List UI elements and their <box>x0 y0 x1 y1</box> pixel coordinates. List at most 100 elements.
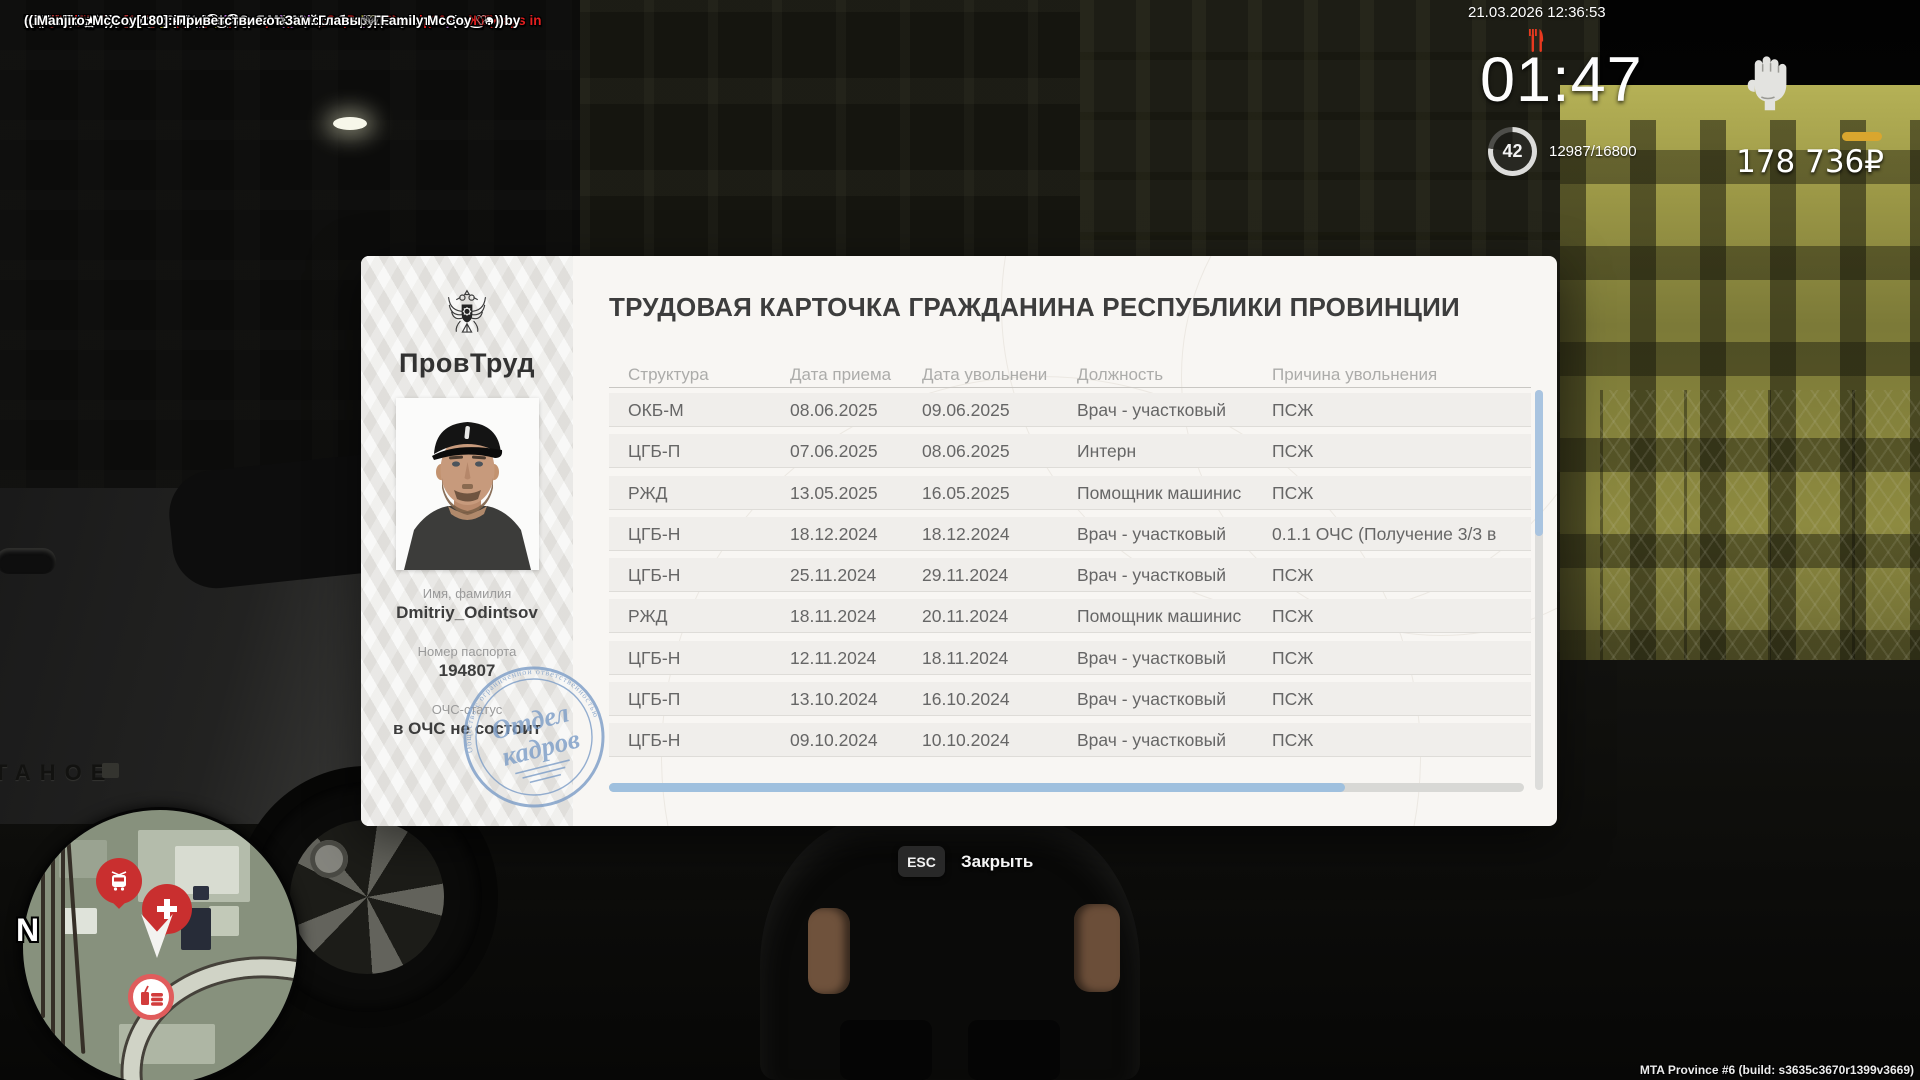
chat-text: противном случае будет открыт огонь! <box>24 13 288 28</box>
chat-text: Здравствуйте, меня зовут Манжиро МакКой,… <box>24 13 406 28</box>
car-hub-cap <box>310 840 348 878</box>
col-header-position: Должность <box>1077 365 1164 384</box>
col-header-fire-reason: Причина увольнения <box>1272 365 1438 384</box>
vertical-scrollbar-track[interactable] <box>1535 390 1543 790</box>
cell-fire-reason: ПСЖ <box>1272 730 1314 750</box>
chat-text: ЦГБ города Приволжск. <box>24 13 184 28</box>
double-headed-eagle-icon <box>444 288 490 344</box>
level-value: 42 <box>1502 141 1523 161</box>
cell-fire-reason: ПСЖ <box>1272 483 1314 503</box>
chat-text: Здравствуйте, меня зовут Манжиро МакКой,… <box>24 13 406 28</box>
table-header-divider <box>609 387 1531 388</box>
chat-text: Luciano_Jamerone[158] [Крикнул]: Я твой … <box>24 13 422 28</box>
name-label: Имя, фамилия <box>422 586 512 601</box>
level-progress-ring: 42 <box>1488 127 1537 176</box>
cell-fire-date: 09.06.2025 <box>922 400 1010 420</box>
hr-stamp: Общество с ограниченной ответственностью… <box>446 649 623 826</box>
money-value: 178 736₽ <box>1736 144 1884 180</box>
cell-position: Помощник машинис <box>1077 483 1242 503</box>
level-badge: 42 <box>1493 132 1532 171</box>
chat-player-name: Manjiro_McCoy[180]: <box>24 13 160 28</box>
horizontal-scrollbar-thumb[interactable] <box>609 783 1345 792</box>
chat-player-name: Manjiro_McCoy[180]: <box>24 13 160 28</box>
cell-fire-reason: ПСЖ <box>1272 689 1314 709</box>
col-header-hire-date: Дата приема <box>790 365 892 384</box>
esc-key-badge[interactable]: ESC <box>898 846 945 877</box>
cell-structure: ЦГБ-Н <box>628 565 681 585</box>
map-block <box>209 906 239 936</box>
cell-hire-date: 18.12.2024 <box>790 524 878 544</box>
cell-structure: РЖД <box>628 483 668 503</box>
table-row[interactable]: РЖД 18.11.2024 20.11.2024 Помощник машин… <box>609 599 1531 633</box>
map-block <box>119 1024 215 1064</box>
chat-admin-text: Gleb_Sibirskiy кикнут администратором Le… <box>24 13 503 28</box>
fork-knife-icon <box>1527 29 1544 52</box>
esc-key-label: ESC <box>907 853 936 870</box>
cell-position: Врач - участковый <box>1077 648 1227 668</box>
cell-fire-date: 08.06.2025 <box>922 441 1010 461</box>
chat-text: (( Manjiro_McCoy[180]: Приветствие от За… <box>24 13 504 28</box>
cell-fire-reason: ПСЖ <box>1272 400 1314 420</box>
vertical-scrollbar-thumb[interactable] <box>1535 390 1543 536</box>
citizen-photo <box>396 398 539 570</box>
dialog-title: ТРУДОВАЯ КАРТОЧКА ГРАЖДАНИНА РЕСПУБЛИКИ … <box>609 292 1460 322</box>
passport-label: Номер паспорта <box>417 644 517 659</box>
cell-hire-date: 18.11.2024 <box>790 606 877 626</box>
character-leg <box>840 1020 932 1080</box>
map-railway-line <box>51 828 55 1043</box>
car-rim <box>290 820 444 974</box>
passport-value: 194807 <box>438 661 496 680</box>
character-leg <box>968 1020 1060 1080</box>
citizen-panel: ПровТруд <box>361 256 573 826</box>
table-row[interactable]: ЦГБ-П 07.06.2025 08.06.2025 Интерн ПСЖ <box>609 434 1531 468</box>
car-badge-emblem <box>102 763 119 778</box>
money-bar <box>1842 132 1882 141</box>
cell-fire-date: 18.11.2024 <box>922 648 1009 668</box>
cell-structure: ЦГБ-П <box>628 441 681 461</box>
cell-fire-date: 10.10.2024 <box>922 730 1010 750</box>
cell-position: Врач - участковый <box>1077 689 1227 709</box>
building-yellow-windows <box>1560 120 1920 760</box>
close-hint-label[interactable]: Закрыть <box>961 852 1034 871</box>
map-building-dark <box>193 886 209 900</box>
table-row[interactable]: ЦГБ-П 13.10.2024 16.10.2024 Врач - участ… <box>609 682 1531 716</box>
cell-fire-date: 29.11.2024 <box>922 565 1009 585</box>
build-version-text: MTA Province #6 (build: s3635c3670r1399v… <box>1639 1063 1914 1077</box>
cell-hire-date: 08.06.2025 <box>790 400 878 420</box>
cell-structure: ЦГБ-Н <box>628 524 681 544</box>
table-row[interactable]: ЦГБ-Н 09.10.2024 10.10.2024 Врач - участ… <box>609 723 1531 757</box>
compass-north-label: N <box>16 912 40 948</box>
map-block <box>61 908 97 934</box>
cell-fire-reason: ПСЖ <box>1272 441 1314 461</box>
cell-structure: ОКБ-М <box>628 400 684 420</box>
ochs-status-value: в ОЧС не состоит <box>392 719 542 738</box>
street-lamp-glow <box>333 117 367 130</box>
cell-fire-date: 20.11.2024 <box>922 606 1009 626</box>
character-hand <box>1074 904 1120 992</box>
table-row[interactable]: ЦГБ-Н 18.12.2024 18.12.2024 Врач - участ… <box>609 517 1531 551</box>
cell-position: Врач - участковый <box>1077 730 1227 750</box>
map-railway-line <box>41 828 45 1018</box>
chat-player-name: Anastasia_Platonova[151] <box>24 13 192 28</box>
table-row[interactable]: ЦГБ-Н 12.11.2024 18.11.2024 Врач - участ… <box>609 641 1531 675</box>
cell-hire-date: 12.11.2024 <box>790 648 877 668</box>
map-railway-line <box>61 818 65 1048</box>
cell-fire-date: 18.12.2024 <box>922 524 1010 544</box>
car-door-handle <box>0 548 56 574</box>
chat-text: Kiribellka★♥)) <box>24 13 114 28</box>
cell-structure: ЦГБ-Н <box>628 648 681 668</box>
cell-hire-date: 09.10.2024 <box>790 730 878 750</box>
chat-text: ЦГБ города Приволжск. <box>24 13 184 28</box>
cell-fire-reason: ПСЖ <box>1272 648 1314 668</box>
cell-position: Врач - участковый <box>1077 565 1227 585</box>
table-row[interactable]: РЖД 13.05.2025 16.05.2025 Помощник машин… <box>609 476 1531 510</box>
chat-text: (( Manjiro_McCoy[180]: ♥ ★( ͡° ͜ʖ ͡°)Отк… <box>24 13 521 28</box>
game-clock: 01:47 <box>1480 45 1643 115</box>
table-row[interactable]: ОКБ-М 08.06.2025 09.06.2025 Врач - участ… <box>609 393 1531 427</box>
table-header-row: Структура Дата приема Дата увольнени Дол… <box>609 358 1531 384</box>
cell-fire-reason: ПСЖ <box>1272 606 1314 626</box>
table-row[interactable]: ЦГБ-Н 25.11.2024 29.11.2024 Врач - участ… <box>609 558 1531 592</box>
cell-fire-date: 16.05.2025 <box>922 483 1010 503</box>
cell-hire-date: 25.11.2024 <box>790 565 877 585</box>
